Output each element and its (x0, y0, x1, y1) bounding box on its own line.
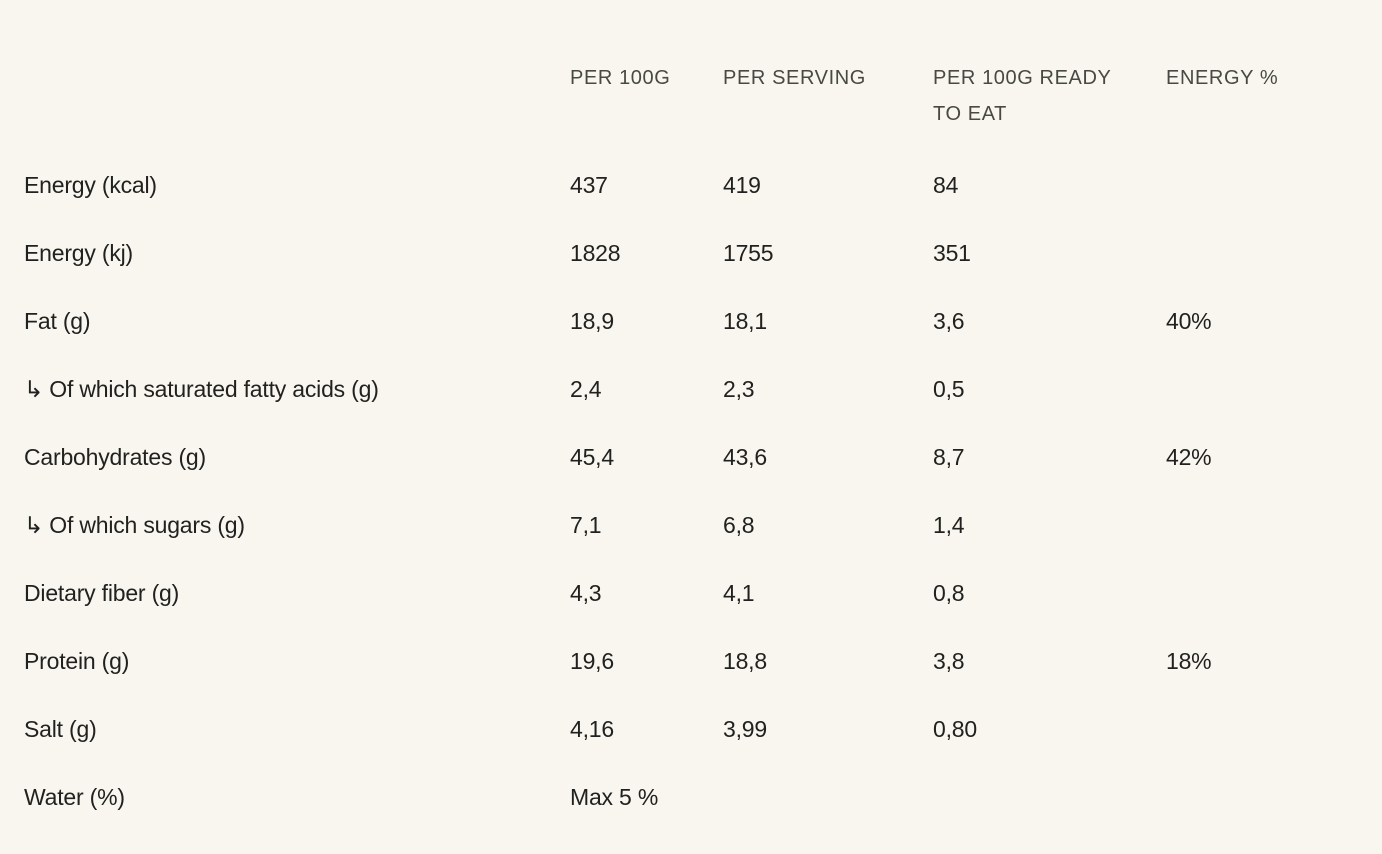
value-per-100g: 2,4 (570, 375, 602, 402)
value-energy-percent: 18% (1166, 647, 1212, 674)
row-label: Dietary fiber (g) (24, 579, 180, 606)
value-per-100g: 4,16 (570, 715, 614, 742)
value-energy-percent (1166, 219, 1358, 287)
col-header-spacer (24, 0, 570, 151)
value-per-100g-ready-to-eat: 0,8 (933, 579, 965, 606)
value-per-100g-ready-to-eat: 3,8 (933, 647, 965, 674)
row-label: Protein (g) (24, 647, 130, 674)
value-per-serving: 4,1 (723, 579, 755, 606)
value-per-serving (723, 763, 933, 831)
value-per-100g-ready-to-eat: 351 (933, 239, 971, 266)
value-per-100g: 18,9 (570, 307, 614, 334)
value-energy-percent (1166, 695, 1358, 763)
value-per-serving: 18,1 (723, 307, 767, 334)
value-per-100g-ready-to-eat: 1,4 (933, 511, 965, 538)
col-header-per-serving: PER SERVING (723, 67, 866, 89)
value-per-100g: 19,6 (570, 647, 614, 674)
row-label: Carbohydrates (g) (24, 443, 206, 470)
value-energy-percent (1166, 763, 1358, 831)
value-per-100g-ready-to-eat: 0,80 (933, 715, 977, 742)
row-label: Energy (kcal) (24, 171, 157, 198)
value-per-100g: 7,1 (570, 511, 602, 538)
row-label: Energy (kj) (24, 239, 133, 266)
value-energy-percent: 40% (1166, 307, 1212, 334)
row-label: Salt (g) (24, 715, 97, 742)
value-per-serving: 3,99 (723, 715, 767, 742)
col-header-per-100g-ready-to-eat: PER 100G READY TO EAT (933, 67, 1112, 125)
row-label: Fat (g) (24, 307, 91, 334)
value-energy-percent: 42% (1166, 443, 1212, 470)
value-per-100g-ready-to-eat: 3,6 (933, 307, 965, 334)
value-per-serving: 419 (723, 171, 761, 198)
value-per-100g-ready-to-eat: 84 (933, 171, 959, 198)
value-per-serving: 1755 (723, 239, 774, 266)
nutrition-table: PER 100G PER SERVING PER 100G READY TO E… (24, 0, 1358, 831)
value-per-100g-ready-to-eat: 0,5 (933, 375, 965, 402)
value-per-100g: 437 (570, 171, 608, 198)
value-per-serving: 6,8 (723, 511, 755, 538)
row-label: Water (%) (24, 783, 125, 810)
col-header-energy-percent: ENERGY % (1166, 67, 1279, 89)
value-energy-percent (1166, 151, 1358, 219)
value-per-100g: 1828 (570, 239, 621, 266)
value-energy-percent (1166, 355, 1358, 423)
value-per-serving: 43,6 (723, 443, 767, 470)
col-header-per-100g: PER 100G (570, 67, 671, 89)
row-label-with-subitem-arrow-icon: ↳ Of which sugars (g) (24, 511, 245, 538)
value-energy-percent (1166, 559, 1358, 627)
value-per-100g-ready-to-eat: 8,7 (933, 443, 965, 470)
value-energy-percent (1166, 491, 1358, 559)
value-per-100g-ready-to-eat (933, 763, 1166, 831)
value-per-serving: 2,3 (723, 375, 755, 402)
value-per-100g: Max 5 % (570, 783, 659, 810)
row-label-with-subitem-arrow-icon: ↳ Of which saturated fatty acids (g) (24, 375, 379, 402)
value-per-100g: 4,3 (570, 579, 602, 606)
value-per-100g: 45,4 (570, 443, 614, 470)
value-per-serving: 18,8 (723, 647, 767, 674)
